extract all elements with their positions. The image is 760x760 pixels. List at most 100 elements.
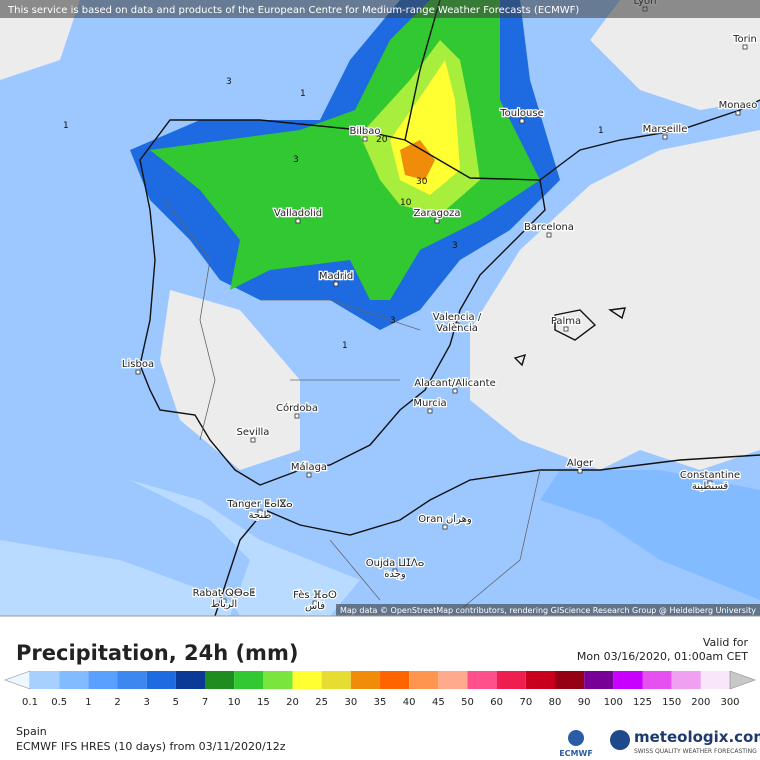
city-dot [434,218,440,224]
city-label: Rabat ⵕⴱⴰⵟ [193,588,256,599]
colorbar-label: 40 [403,697,416,708]
contour-label: 3 [226,77,232,87]
model: ECMWF IFS HRES (10 days) from 03/11/2020… [16,740,286,753]
city-dot [546,232,552,238]
city-dot [392,568,398,574]
city-label: Alacant/Alicante [414,378,495,389]
colorbar-swatch [350,671,380,689]
colorbar-swatch [234,671,264,689]
light-precip [0,480,360,616]
city-dot [577,468,583,474]
city-dot [295,218,301,224]
ecmwf: ECMWF [559,749,593,758]
ecmwf-logo [568,730,584,746]
colorbar-label: 0.1 [22,697,38,708]
colorbar-swatch [467,671,497,689]
city-dot [135,369,141,375]
dry-area [0,0,760,470]
city-label: Murcia [413,398,446,409]
colorbar-label: 20 [286,697,299,708]
islands [513,307,626,367]
city-label: Monaco [719,100,758,111]
colorbar-label: 45 [432,697,445,708]
city-dot [362,136,368,142]
city-label: Valladolid [274,208,322,219]
colorbar-swatch [146,671,176,689]
colorbar-label: 0.5 [51,697,67,708]
attribution-bar [336,604,760,616]
colorbar-swatch [263,671,293,689]
contour-label: 3 [293,155,299,165]
valid-label: Valid for [703,636,749,649]
colorbar-label: 35 [374,697,387,708]
brand: meteologix.com [634,728,760,746]
city-dot [257,509,263,515]
colorbar-swatch [292,671,322,689]
city-label: Zaragoza [413,208,460,219]
attribution: Map data © OpenStreetMap contributors, r… [340,606,756,615]
coastlines [139,0,760,617]
notice: This service is based on data and produc… [7,5,579,16]
city-dot [742,44,748,50]
colorbar-swatch [700,671,730,689]
iberia-coast [139,119,546,486]
city-label: Sevilla [237,427,270,438]
city-label: Palma [551,316,581,327]
city-label: Constantine [680,470,740,481]
city-dot [312,600,318,606]
colorbar-label: 300 [720,697,739,708]
city-label: Bilbao [349,126,380,137]
colorbar-swatch [117,671,147,689]
contour-label: 1 [63,121,69,131]
colorbar-label: 70 [519,697,532,708]
city-label: Madrid [319,271,353,282]
colorbar-swatch [438,671,468,689]
brand-logo [610,730,630,750]
colorbar-swatch [59,671,89,689]
city-dot [250,437,256,443]
city-label: Lisboa [122,359,154,370]
city-label: Alger [567,458,594,469]
colorbar-label: 15 [257,697,270,708]
city-dot [306,472,312,478]
city-dot [662,134,668,140]
colorbar-label: 7 [202,697,208,708]
region: Spain [16,725,47,738]
city-dot [563,326,569,332]
colorbar-left-arrow [4,670,31,690]
city-dot [333,281,339,287]
colorbar-label: 125 [633,697,652,708]
city-label: Toulouse [499,108,543,119]
city-label: Oujda ⵡⵊⴷⴰ [366,558,425,569]
colorbar-label: 25 [315,697,328,708]
colorbar-swatch [671,671,701,689]
colorbar-label: 90 [578,697,591,708]
contour-label: 10 [400,198,412,208]
contour-label: 1 [598,126,604,136]
legend-title: Precipitation, 24h (mm) [16,641,298,665]
city-label: Marseille [643,124,688,135]
colorbar-label: 30 [344,697,357,708]
notice-bar [0,0,760,18]
colorbar-label: 5 [173,697,179,708]
colorbar-swatch [584,671,614,689]
city-label: Tanger ⵟⴰⵏⴵⴰ [226,499,292,510]
colorbar-swatch [613,671,643,689]
colorbar-label: 150 [662,697,681,708]
tagline: SWISS QUALITY WEATHER FORECASTING [634,748,757,755]
colorbar-swatch [525,671,555,689]
colorbar-label: 1 [85,697,91,708]
contour-label: 1 [342,341,348,351]
colorbar-label: 100 [604,697,623,708]
contour-label: 30 [416,177,428,187]
city-dot [442,524,448,530]
city-dot [452,388,458,394]
colorbar-right-arrow [729,670,756,690]
contour-label: 3 [390,316,396,326]
contour-label: 20 [376,135,388,145]
colorbar-swatch [205,671,235,689]
colorbar-label: 50 [461,697,474,708]
city-dot [735,110,741,116]
map: LyonTorinMonacoMarseilleToulouseBilbaoVa… [0,0,760,617]
city-dot [427,408,433,414]
